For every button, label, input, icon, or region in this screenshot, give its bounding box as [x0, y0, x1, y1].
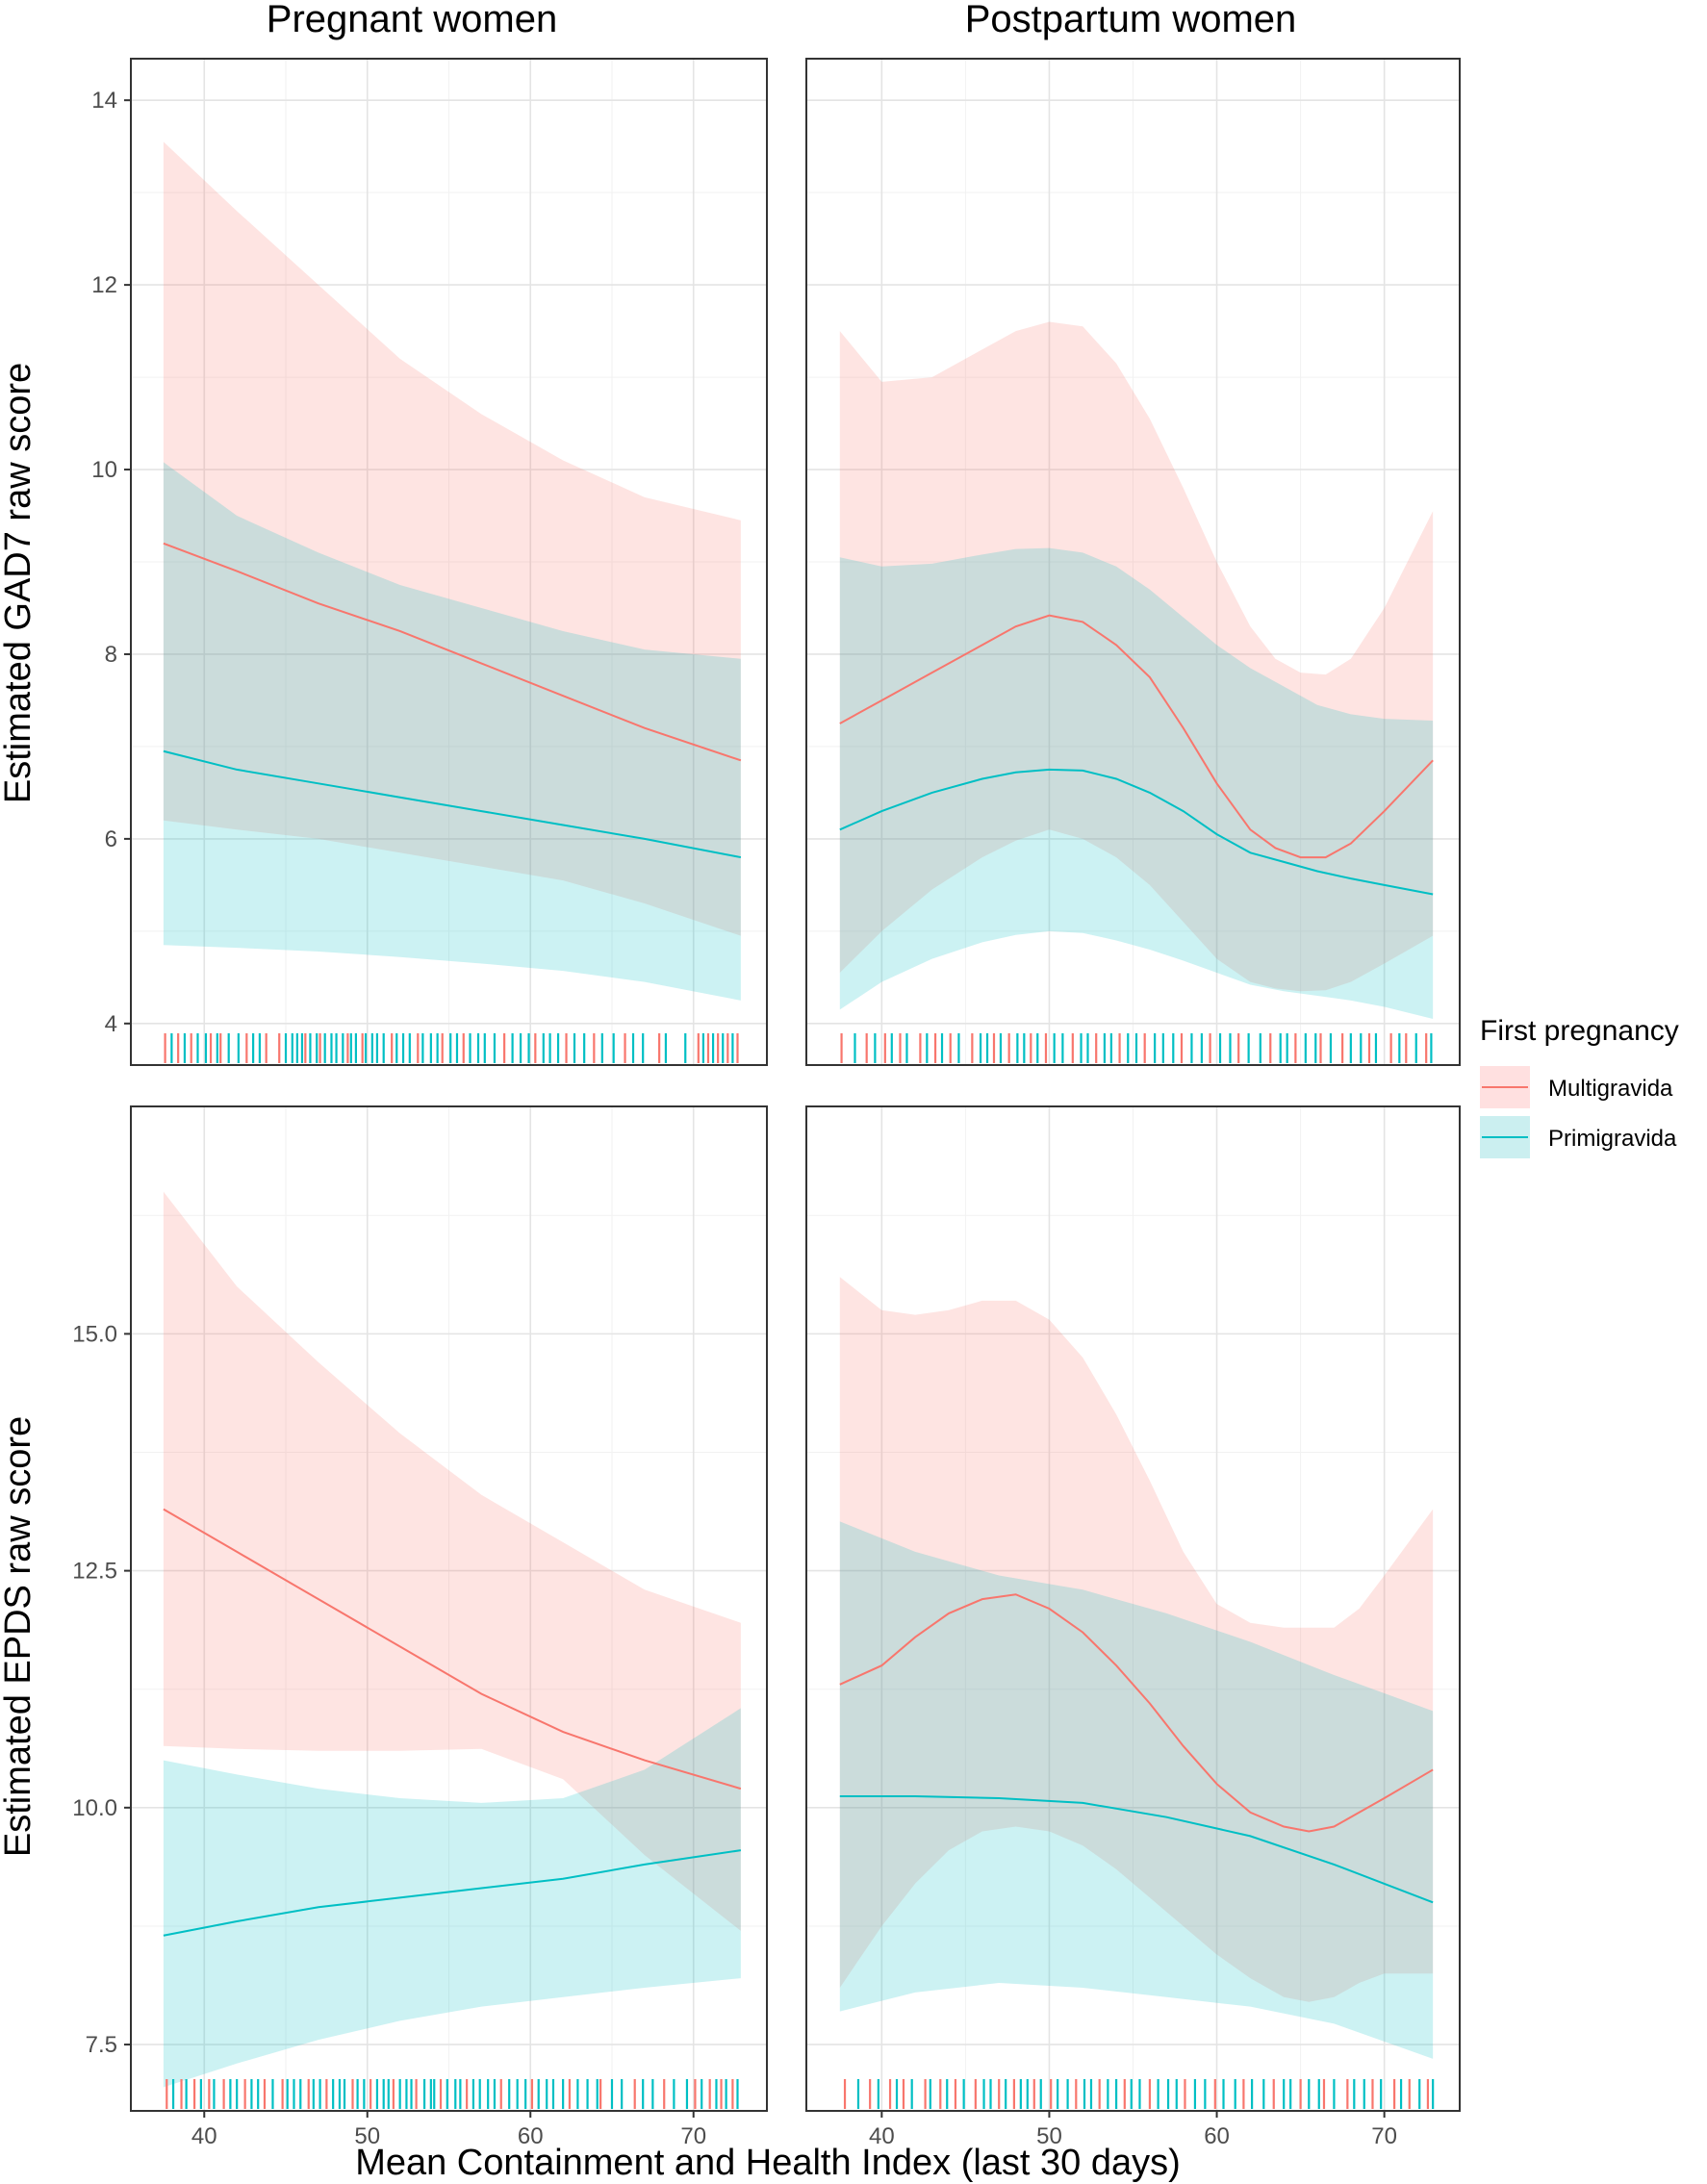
y-tick-label: 15.0	[72, 1321, 117, 1347]
x-tick-label: 60	[1204, 2123, 1230, 2149]
line-primigravida	[839, 768, 1434, 896]
y-tick-label: 7.5	[86, 2032, 117, 2058]
x-tick-label: 40	[191, 2123, 217, 2149]
ribbon-primigravida	[839, 547, 1434, 1020]
y-tick-label: 8	[105, 642, 117, 668]
y-tick-label: 10	[91, 457, 117, 483]
plot-content	[839, 1277, 1435, 2109]
legend-label-primigravida: Primigravida	[1548, 1126, 1677, 1152]
x-tick-label: 70	[1371, 2123, 1397, 2149]
plot-content	[839, 321, 1434, 1063]
y-tick-label: 10.0	[72, 1795, 117, 1821]
panel-epds-postpartum-women: 40 50 60 70	[805, 1105, 1461, 2149]
ribbon-multigravida	[163, 1191, 741, 1931]
line-primigravida	[839, 1795, 1434, 1904]
y-tick-label: 12	[91, 272, 117, 298]
y-tick-label: 14	[91, 88, 117, 114]
ribbon-multigravida	[163, 141, 741, 936]
x-tick-label: 40	[869, 2123, 895, 2149]
panel-epds-pregnant-women: 7.5 10.0 12.5 15.0 40 50 60 70	[72, 1105, 768, 2149]
line-multigravida	[839, 614, 1434, 859]
panel-border	[805, 58, 1461, 1066]
line-primigravida	[163, 749, 742, 859]
legend-label-multigravida: Multigravida	[1548, 1076, 1673, 1102]
x-tick-label: 50	[354, 2123, 380, 2149]
y-axis-title-gad7: Estimated GAD7 raw score	[0, 363, 38, 803]
x-axis-title: Mean Containment and Health Index (last …	[355, 2143, 1181, 2183]
plot-content	[163, 141, 742, 1063]
line-multigravida	[163, 542, 742, 762]
ribbon-multigravida	[839, 321, 1434, 992]
ribbon-multigravida	[839, 1277, 1434, 2002]
panels: 4 6 8 10 12 14 7.5 10.0 12.5 15.0 40 50 60 70 40 50 60 70	[72, 58, 1461, 2149]
y-tick-label: 4	[105, 1011, 117, 1037]
line-primigravida	[163, 1849, 742, 1937]
legend-title: First pregnancy	[1480, 1015, 1679, 1047]
panel-border	[130, 58, 768, 1066]
panel-border	[130, 1105, 768, 2112]
line-multigravida	[163, 1508, 742, 1790]
panel-border	[805, 1105, 1461, 2112]
y-tick-label: 12.5	[72, 1559, 117, 1585]
y-tick-label: 6	[105, 826, 117, 852]
panel-gad7-pregnant-women: 4 6 8 10 12 14	[91, 58, 768, 1066]
x-tick-label: 60	[518, 2123, 544, 2149]
line-multigravida	[839, 1593, 1434, 1833]
column-title-pregnant: Pregnant women	[267, 0, 557, 40]
panel-gad7-postpartum-women	[805, 58, 1461, 1066]
column-title-postpartum: Postpartum women	[965, 0, 1297, 40]
legend: First pregnancy Multigravida Primigravid…	[1480, 1015, 1679, 1158]
y-axis-title-epds: Estimated EPDS raw score	[0, 1416, 38, 1857]
x-tick-label: 50	[1036, 2123, 1062, 2149]
ribbon-primigravida	[839, 1521, 1434, 2059]
ribbon-primigravida	[163, 462, 741, 1001]
ribbon-primigravida	[163, 1708, 741, 2088]
plot-content	[163, 1191, 742, 2109]
x-tick-label: 70	[680, 2123, 706, 2149]
